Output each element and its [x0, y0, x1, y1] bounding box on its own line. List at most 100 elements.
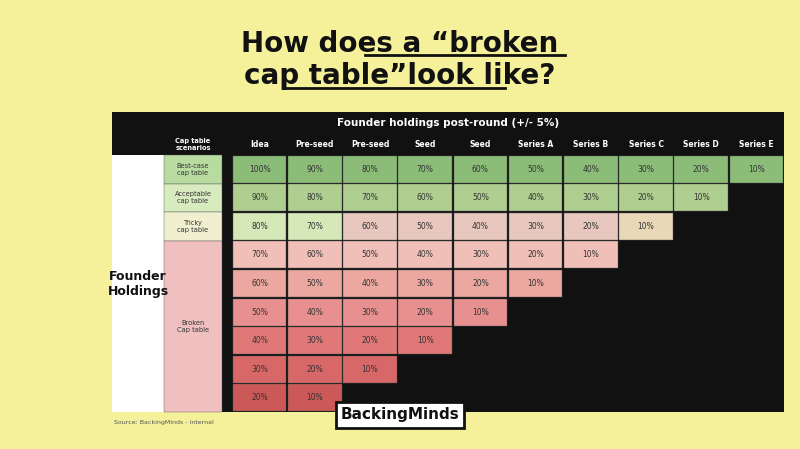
Text: Tricky
cap table: Tricky cap table	[178, 220, 209, 233]
Bar	[398, 185, 452, 211]
Text: Best-case
cap table: Best-case cap table	[177, 163, 210, 176]
Text: 70%: 70%	[362, 194, 378, 202]
Bar	[288, 242, 342, 269]
Text: 60%: 60%	[472, 165, 489, 174]
Bar	[288, 270, 342, 297]
Text: 20%: 20%	[638, 194, 654, 202]
Text: 30%: 30%	[417, 279, 434, 288]
Text: 40%: 40%	[306, 308, 323, 317]
Text: 70%: 70%	[417, 165, 434, 174]
Bar	[343, 242, 397, 269]
Bar	[233, 242, 286, 269]
Bar	[343, 185, 397, 211]
Bar	[398, 327, 452, 354]
Text: 10%: 10%	[527, 279, 544, 288]
Text: 40%: 40%	[582, 165, 599, 174]
Text: 50%: 50%	[362, 251, 378, 260]
Text: 10%: 10%	[472, 308, 489, 317]
Text: 10%: 10%	[748, 165, 765, 174]
Bar	[509, 156, 562, 183]
Bar	[288, 299, 342, 326]
Bar	[454, 270, 507, 297]
Bar	[454, 185, 507, 211]
Text: 30%: 30%	[638, 165, 654, 174]
Text: 40%: 40%	[417, 251, 434, 260]
Bar	[112, 134, 784, 155]
Bar	[288, 384, 342, 411]
Text: Series C: Series C	[629, 140, 663, 149]
Bar	[398, 213, 452, 240]
Bar	[112, 112, 784, 412]
Bar	[343, 356, 397, 383]
Text: 40%: 40%	[362, 279, 378, 288]
Bar	[336, 402, 464, 428]
Bar	[509, 242, 562, 269]
Text: 20%: 20%	[251, 393, 268, 402]
Bar	[564, 242, 618, 269]
Bar	[343, 299, 397, 326]
Bar	[164, 155, 222, 184]
Bar	[288, 156, 342, 183]
Text: BackingMinds: BackingMinds	[341, 408, 459, 423]
Bar	[343, 213, 397, 240]
Text: 30%: 30%	[472, 251, 489, 260]
Text: Series B: Series B	[574, 140, 608, 149]
Text: 70%: 70%	[306, 222, 323, 231]
Bar	[233, 356, 286, 383]
Text: 100%: 100%	[249, 165, 270, 174]
Text: Founder
Holdings: Founder Holdings	[107, 269, 169, 298]
Bar	[398, 299, 452, 326]
Bar	[509, 213, 562, 240]
Text: 50%: 50%	[306, 279, 323, 288]
Text: Seed: Seed	[414, 140, 436, 149]
Bar	[564, 185, 618, 211]
Bar	[564, 156, 618, 183]
Bar	[730, 156, 783, 183]
Text: 10%: 10%	[362, 365, 378, 374]
Text: 10%: 10%	[638, 222, 654, 231]
Text: 40%: 40%	[251, 336, 268, 345]
Text: 90%: 90%	[251, 194, 268, 202]
Bar	[233, 384, 286, 411]
Text: 60%: 60%	[362, 222, 378, 231]
Bar	[233, 213, 286, 240]
Bar	[454, 299, 507, 326]
Bar	[398, 270, 452, 297]
Text: 50%: 50%	[472, 194, 489, 202]
Text: 20%: 20%	[306, 365, 323, 374]
Text: 40%: 40%	[472, 222, 489, 231]
Text: 40%: 40%	[527, 194, 544, 202]
Text: Broken
Cap table: Broken Cap table	[177, 320, 209, 333]
Bar	[288, 185, 342, 211]
Text: Source: BackingMinds - internal: Source: BackingMinds - internal	[114, 420, 214, 425]
Text: Series A: Series A	[518, 140, 554, 149]
Text: 60%: 60%	[417, 194, 434, 202]
Text: 20%: 20%	[527, 251, 544, 260]
Text: 60%: 60%	[251, 279, 268, 288]
Text: 30%: 30%	[582, 194, 599, 202]
Text: cap table”look like?: cap table”look like?	[244, 62, 556, 90]
Bar	[343, 156, 397, 183]
Text: 30%: 30%	[306, 336, 323, 345]
Bar	[288, 213, 342, 240]
Bar	[164, 241, 222, 412]
Bar	[454, 156, 507, 183]
Text: Cap table
scenarios: Cap table scenarios	[175, 138, 210, 151]
Text: 20%: 20%	[582, 222, 599, 231]
Bar	[233, 156, 286, 183]
Bar	[398, 242, 452, 269]
Bar	[619, 156, 673, 183]
Text: 80%: 80%	[251, 222, 268, 231]
Text: 60%: 60%	[306, 251, 323, 260]
Text: Idea: Idea	[250, 140, 269, 149]
Text: Pre-seed: Pre-seed	[296, 140, 334, 149]
Text: 80%: 80%	[306, 194, 323, 202]
Text: 50%: 50%	[527, 165, 544, 174]
Text: 10%: 10%	[582, 251, 599, 260]
Text: Acceptable
cap table: Acceptable cap table	[174, 191, 211, 204]
Text: 20%: 20%	[472, 279, 489, 288]
Bar	[398, 156, 452, 183]
Bar	[233, 185, 286, 211]
Bar	[112, 112, 784, 134]
Text: 20%: 20%	[362, 336, 378, 345]
